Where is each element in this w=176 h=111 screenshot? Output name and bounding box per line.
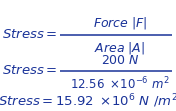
Text: $\it{Force}\ |F|$: $\it{Force}\ |F|$ — [93, 15, 147, 31]
Text: $12.56\ \times\!10^{-6}\ m^{2}$: $12.56\ \times\!10^{-6}\ m^{2}$ — [70, 76, 170, 92]
Text: $\it{Stress}=$: $\it{Stress}=$ — [2, 29, 57, 42]
Text: $\it{Area}\ |A|$: $\it{Area}\ |A|$ — [94, 40, 146, 56]
Text: $200\ N$: $200\ N$ — [100, 54, 139, 66]
Text: $\it{Stress}=$: $\it{Stress}=$ — [2, 64, 57, 77]
Text: $\it{Stress}=15.92\ \times\!10^{6}\ N\ /m^{2}$: $\it{Stress}=15.92\ \times\!10^{6}\ N\ /… — [0, 92, 176, 110]
